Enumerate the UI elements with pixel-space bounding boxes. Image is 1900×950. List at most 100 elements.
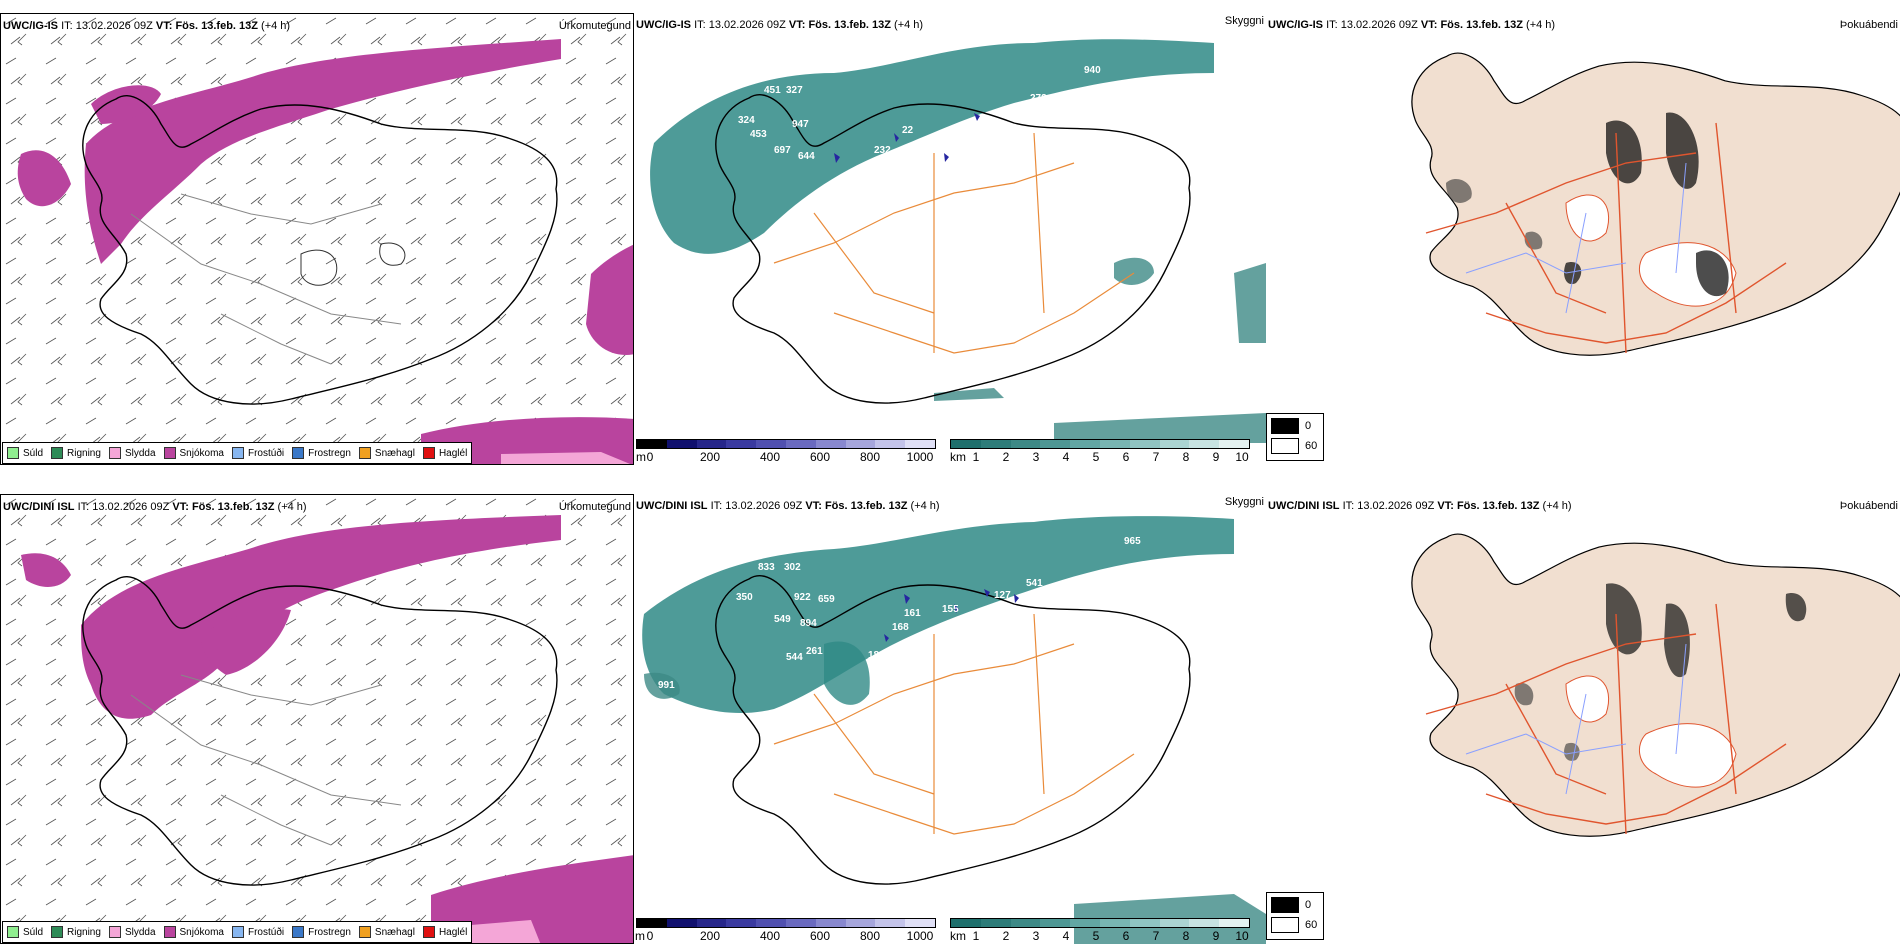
panel-field-name: Skyggni [1224,496,1264,508]
visibility-panel-igis: UWC/IG-IS IT: 13.02.2026 09Z VT: Fös. 13… [634,13,1266,465]
vis-label: 697 [774,145,791,156]
vis-tick: 1 [972,450,980,464]
legend-swatch [7,926,19,938]
vis-label: 105 [898,153,915,164]
vis-label: 22 [902,125,914,136]
fog-indicator-panel-igis: UWC/IG-IS IT: 13.02.2026 09Z VT: Fös. 13… [1266,13,1900,413]
legend-item: Frostúði [231,926,284,938]
vis-tick: 9 [1212,929,1220,943]
legend-swatch [358,926,371,938]
vis-label: 272 [1030,93,1047,104]
visibility-panel-dini: UWC/DINI ISL IT: 13.02.2026 09Z VT: Fös.… [634,494,1266,944]
panel-field-name: Úrkomutegund [558,501,631,513]
legend-item: Haglél [422,447,467,459]
ceiling-tick: 800 [859,929,881,943]
vis-label: 261 [806,646,823,657]
ceiling-colorbar-scale [636,439,936,449]
panel-title: UWC/DINI ISL IT: 13.02.2026 09Z VT: Fös.… [1268,500,1572,512]
vis-label: 922 [794,592,811,603]
visibility-map: 833 302 350 922 659 549 894 261 188 161 … [642,516,1266,944]
legend-item: Haglél [422,926,467,938]
ceiling-tick: 400 [759,450,781,464]
panel-field-name: Þokuábendi [1839,500,1898,512]
panel-field-name: Úrkomutegund [558,20,631,32]
vis-label: 894 [800,618,817,629]
visibility-colorbar: km 1 2 3 4 5 6 7 8 9 10 [950,439,1250,464]
vis-tick: 10 [1235,929,1249,943]
legend-swatch [163,447,176,459]
vis-label: 940 [1084,65,1101,76]
ceiling-colorbar-scale [636,918,936,928]
vis-tick: 1 [972,929,980,943]
vis-tick: 5 [1092,450,1100,464]
legend-swatch [7,447,19,459]
vis-tick: 2 [1002,929,1010,943]
visibility-colorbar: km 1 2 3 4 5 6 7 8 9 10 [950,918,1250,943]
legend-swatch [231,447,244,459]
vis-label: 541 [1026,578,1043,589]
vis-unit: km [950,929,966,943]
fog-legend-swatch-high [1271,418,1299,434]
panel-title: UWC/DINI ISL IT: 13.02.2026 09Z VT: Fös.… [3,501,307,513]
vis-label: 21 [852,173,864,184]
vis-label: 644 [798,151,815,162]
vis-tick: 3 [1032,929,1040,943]
precip-map [1,495,633,943]
legend-swatch [163,926,176,938]
vis-label: 965 [1124,536,1141,547]
precip-type-panel-dini: UWC/DINI ISL IT: 13.02.2026 09Z VT: Fös.… [0,494,634,944]
panel-field-name: Skyggni [1224,15,1264,27]
ceiling-tick: 200 [699,450,721,464]
vis-tick: 5 [1092,929,1100,943]
visibility-map: 451 327 324 947 453 697 644 22 232 105 2… [650,39,1266,443]
vis-tick: 10 [1235,450,1249,464]
vis-label: 161 [904,608,921,619]
ceiling-tick: 400 [759,929,781,943]
legend-swatch [108,926,121,938]
legend-item: Snjókoma [163,926,224,938]
legend-item: Súld [7,447,43,459]
legend-swatch [292,926,305,938]
ceiling-unit: m [636,450,646,464]
legend-swatch [51,926,64,938]
ceiling-tick: 1000 [906,929,934,943]
legend-swatch [358,447,371,459]
legend-item: Frostregn [292,447,351,459]
ceiling-tick: 600 [809,450,831,464]
ceiling-tick: 0 [646,450,654,464]
vis-tick: 4 [1062,450,1070,464]
ceiling-tick: 800 [859,450,881,464]
legend-item: Frostregn [292,926,351,938]
precip-map [1,14,633,464]
vis-label: 947 [792,119,809,130]
fog-legend-swatch-high [1271,897,1299,913]
precip-type-panel-igis: UWC/IG-IS IT: 13.02.2026 09Z VT: Fös. 13… [0,13,634,465]
vis-tick: 6 [1122,450,1130,464]
legend-item: Rigning [51,447,101,459]
ceiling-tick: 200 [699,929,721,943]
fog-legend-swatch-low [1271,438,1299,454]
vis-tick: 7 [1152,929,1160,943]
vis-tick: 4 [1062,929,1070,943]
fog-indicator-panel-dini: UWC/DINI ISL IT: 13.02.2026 09Z VT: Fös.… [1266,494,1900,892]
ceiling-tick: 600 [809,929,831,943]
ceiling-colorbar: m 0 200 400 600 800 1000 [635,918,936,943]
legend-swatch [422,447,435,459]
ceiling-unit: m [635,929,645,943]
visibility-value-labels: 451 327 324 947 453 697 644 22 232 105 2… [738,65,1101,184]
legend-item: Frostúði [231,447,284,459]
legend-item: Rigning [51,926,101,938]
vis-label: 324 [738,115,755,126]
vis-label: 327 [786,85,803,96]
fog-legend-swatch-low [1271,917,1299,933]
vis-label: 232 [874,145,891,156]
panel-field-name: Þokuábendi [1839,19,1898,31]
legend-item: Snæhagl [358,447,415,459]
vis-tick: 8 [1182,450,1190,464]
vis-label: 659 [818,594,835,605]
panel-title: UWC/IG-IS IT: 13.02.2026 09Z VT: Fös. 13… [1268,19,1556,31]
vis-label: 549 [774,614,791,625]
precip-type-legend: Súld Rigning Slydda Snjókoma Frostúði Fr… [2,921,473,943]
vis-label: 168 [892,622,909,633]
vis-unit: km [950,450,966,464]
